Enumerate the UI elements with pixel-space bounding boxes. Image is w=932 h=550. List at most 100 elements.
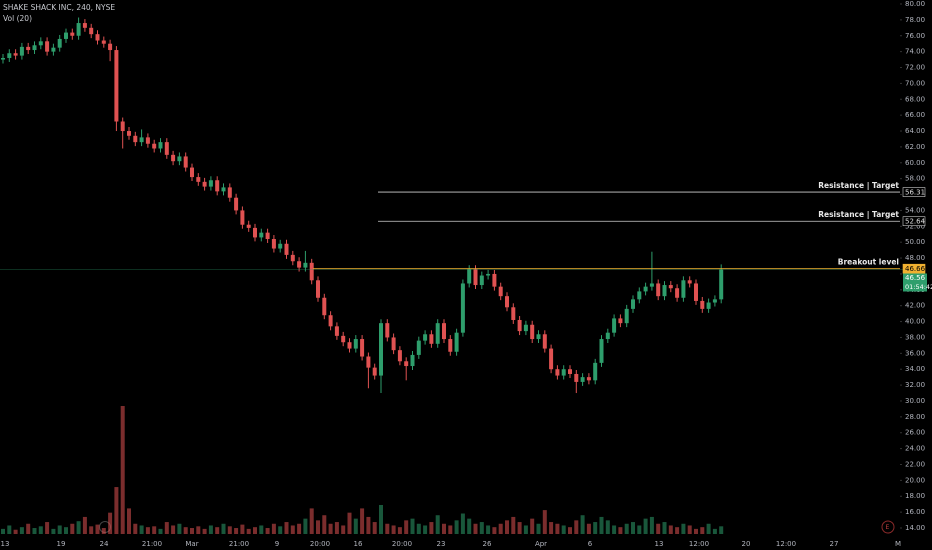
candle-body: [435, 323, 440, 344]
level-label: Resistance | Target: [818, 181, 899, 191]
volume-bar: [303, 518, 308, 534]
candle-body: [467, 269, 472, 284]
candle-body: [473, 269, 478, 286]
volume-bar: [322, 515, 327, 534]
volume-bar: [221, 523, 226, 534]
volume-bar: [712, 528, 717, 534]
candle-body: [202, 181, 207, 187]
candle-body: [290, 254, 295, 262]
candle-body: [429, 334, 434, 344]
volume-bar: [467, 518, 472, 534]
volume-bar: [618, 527, 623, 534]
volume-bar: [57, 525, 62, 534]
volume-bar: [372, 522, 377, 534]
volume-bar: [492, 527, 497, 534]
candle-body: [303, 262, 308, 268]
candle-body: [586, 377, 591, 381]
volume-bar: [278, 526, 283, 534]
volume-bar: [448, 525, 453, 534]
x-tick-label: M: [895, 540, 901, 548]
volume-bar: [101, 528, 106, 534]
y-tick-label: 74.00: [905, 48, 925, 56]
volume-bar: [593, 522, 598, 534]
candle-body: [687, 280, 692, 284]
volume-bar: [637, 525, 642, 534]
volume-bar: [328, 523, 333, 534]
volume-bar: [240, 524, 245, 534]
candle-body: [45, 41, 50, 52]
y-tick-label: 78.00: [905, 16, 925, 24]
volume-bar: [511, 516, 516, 534]
volume-bar: [19, 527, 24, 534]
candle-body: [152, 143, 157, 149]
volume-bar: [114, 487, 119, 534]
candle-body: [89, 27, 94, 35]
chart-title: SHAKE SHACK INC, 240, NYSE: [3, 3, 115, 12]
candle-body: [536, 334, 541, 340]
volume-bar: [391, 525, 396, 534]
x-tick-label: 13: [655, 540, 664, 548]
candle-body: [675, 288, 680, 298]
volume-bar: [404, 520, 409, 534]
volume-bar: [542, 510, 547, 534]
volume-bar: [171, 525, 176, 534]
x-tick-label: 20:00: [310, 540, 330, 548]
volume-bar: [13, 529, 18, 534]
volume-bar: [605, 520, 610, 534]
y-tick-label: 42.00: [905, 302, 925, 310]
volume-bar: [555, 523, 560, 534]
volume-bar: [82, 516, 87, 534]
candle-body: [372, 367, 377, 376]
volume-bar: [215, 527, 220, 534]
y-tick-label: 14.00: [905, 524, 925, 532]
candle-body: [618, 318, 623, 324]
y-tick-label: 60.00: [905, 159, 925, 167]
volume-bar: [271, 523, 276, 534]
candle-body: [448, 339, 453, 352]
x-tick-label: 20:00: [392, 540, 412, 548]
volume-bar: [586, 523, 591, 534]
x-tick-label: Apr: [535, 540, 547, 548]
volume-bar: [454, 520, 459, 534]
y-tick-label: 66.00: [905, 111, 925, 119]
earnings-e: E: [886, 524, 890, 531]
volume-bar: [360, 508, 365, 534]
volume-bar: [624, 523, 629, 534]
volume-bar: [719, 526, 724, 534]
candle-body: [712, 299, 717, 303]
volume-bar: [599, 516, 604, 534]
earnings-icon[interactable]: [881, 520, 895, 534]
candle-body: [492, 273, 497, 287]
candle-body: [114, 50, 119, 122]
volume-bar: [26, 523, 31, 534]
candle-body: [215, 180, 220, 192]
volume-bar: [662, 522, 667, 534]
candle-body: [133, 135, 138, 143]
y-tick-label: 58.00: [905, 175, 925, 183]
volume-bar: [612, 525, 617, 534]
candle-body: [253, 227, 257, 238]
candle-body: [662, 285, 667, 297]
candle-body: [26, 46, 31, 51]
candle-body: [706, 302, 711, 309]
volume-bar: [32, 528, 37, 534]
volume-bar: [139, 525, 144, 534]
volume-bar: [202, 528, 207, 534]
x-tick-label: 19: [57, 540, 66, 548]
candle-body: [322, 297, 327, 316]
volume-bar: [152, 526, 157, 534]
candle-body: [360, 339, 365, 357]
volume-bar: [265, 528, 270, 534]
last-price-label: 46.56: [905, 274, 926, 282]
volume-bar: [38, 526, 43, 534]
volume-bar: [89, 526, 94, 534]
candle-body: [347, 342, 352, 349]
volume-bar: [536, 523, 541, 534]
volume-bar: [397, 527, 402, 534]
candle-body: [700, 300, 705, 309]
candle-body: [681, 280, 686, 298]
volume-bar: [668, 525, 673, 534]
candle-body: [517, 319, 522, 332]
volume-bar: [517, 522, 522, 534]
